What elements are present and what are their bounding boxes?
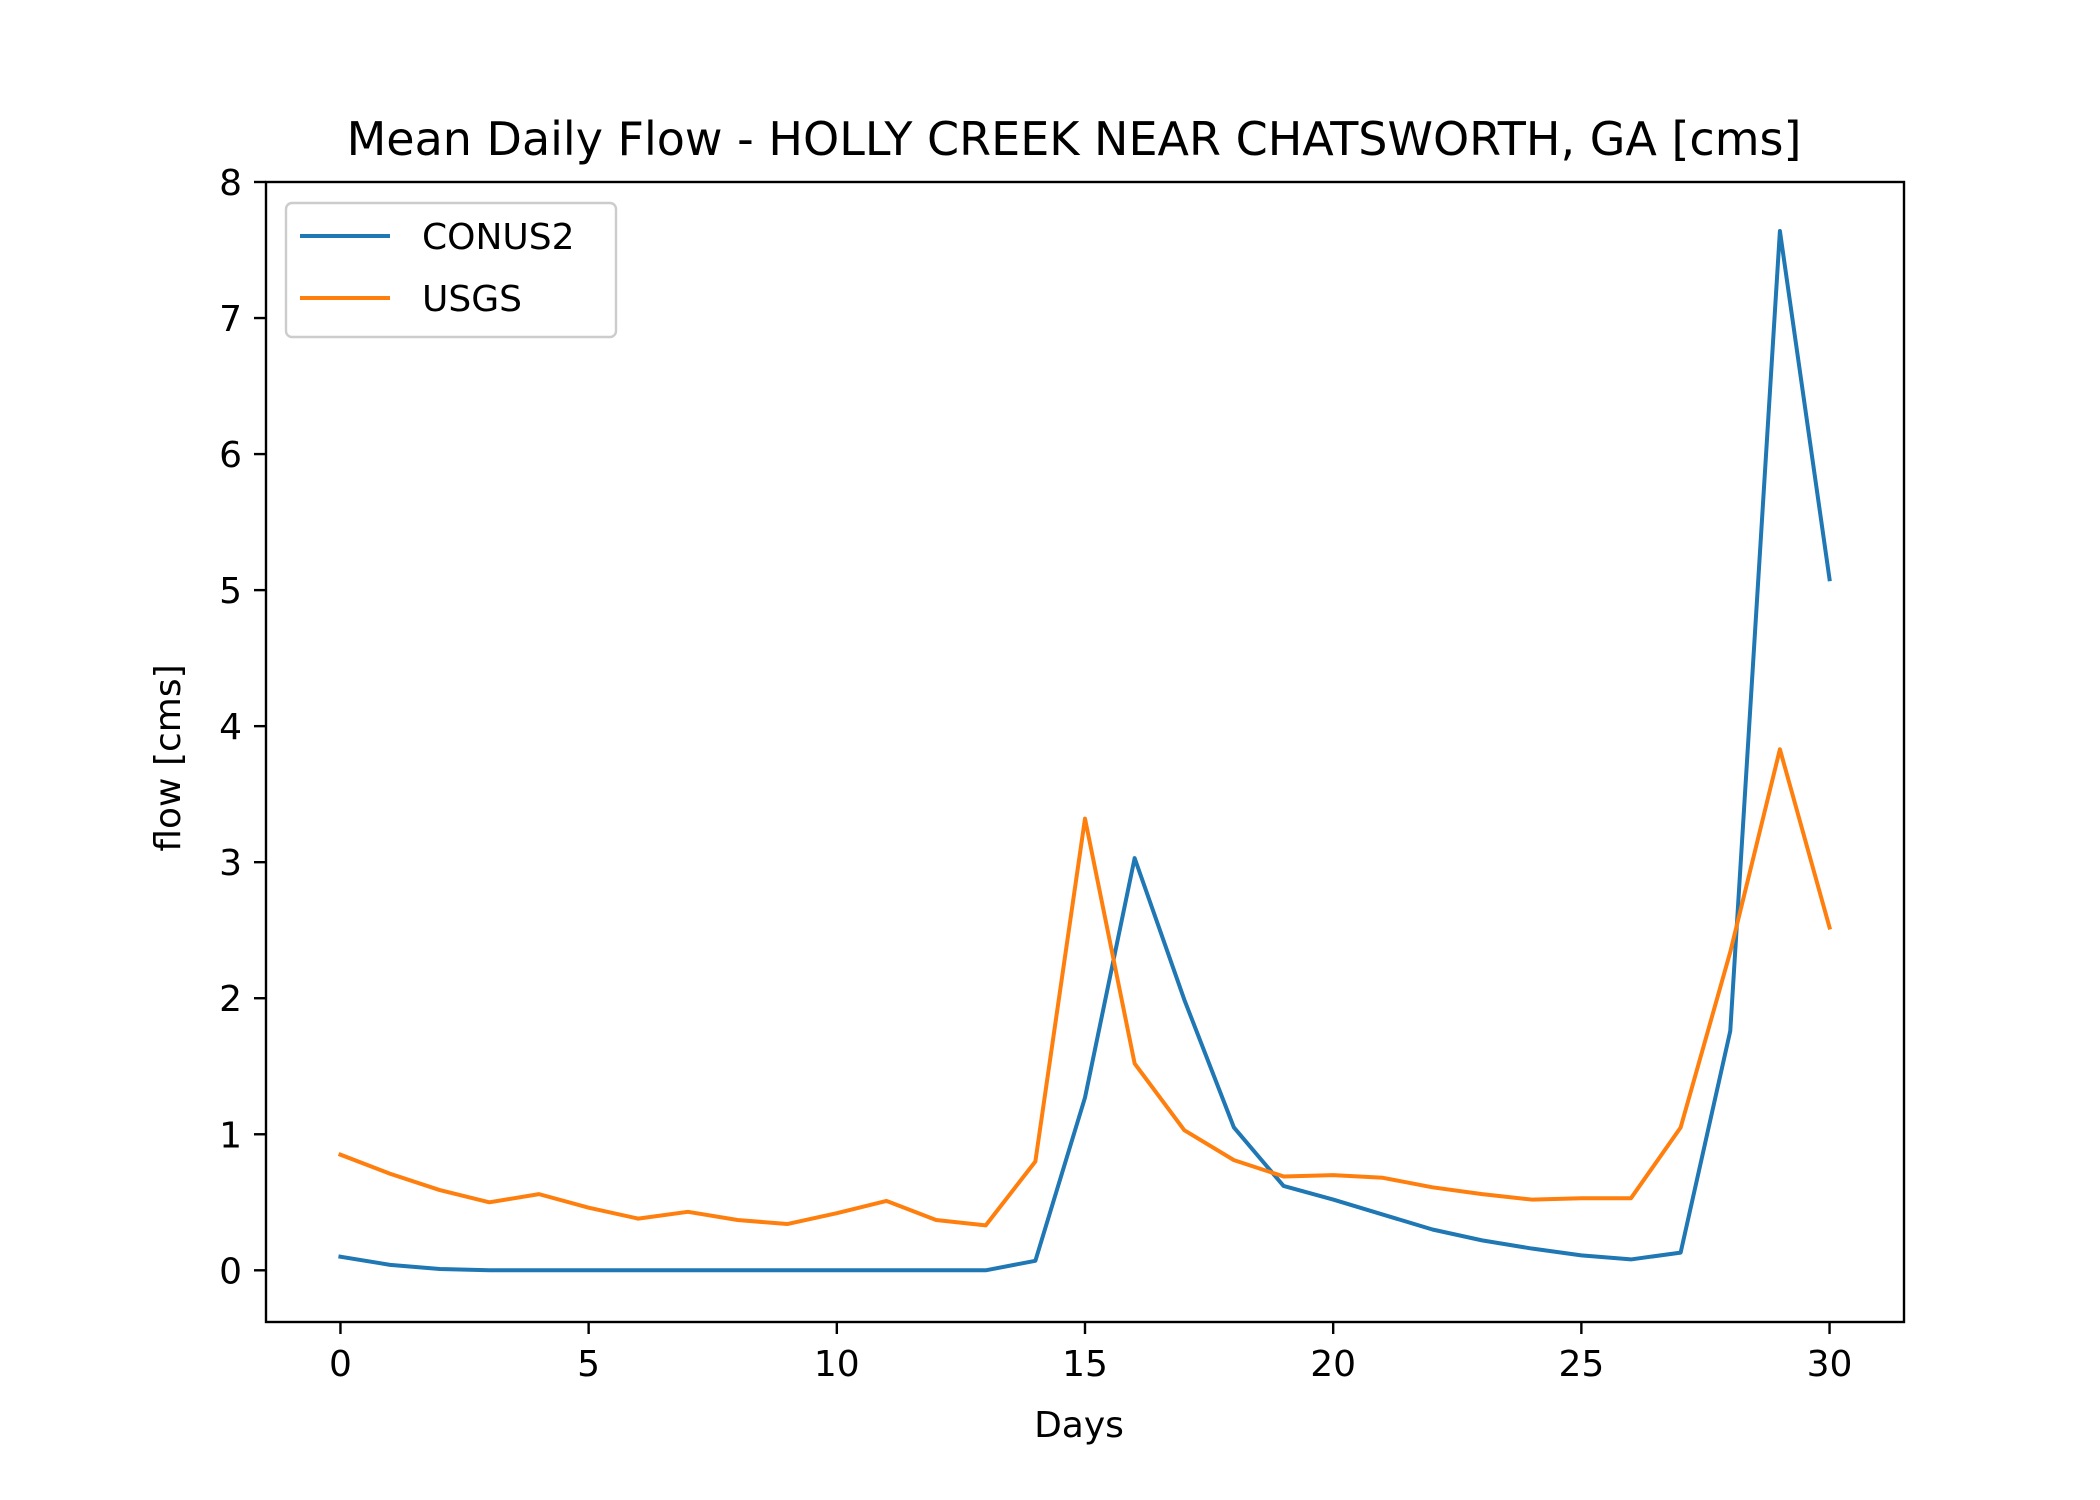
y-tick-label: 7	[219, 299, 242, 340]
legend: CONUS2 USGS	[284, 201, 618, 339]
y-axis-label: flow [cms]	[148, 664, 189, 851]
y-tick-label: 6	[219, 435, 242, 476]
x-tick-label: 20	[1310, 1344, 1356, 1385]
y-tick-label: 1	[219, 1115, 242, 1156]
series-line-usgs	[337, 747, 1833, 1228]
x-tick-label: 30	[1807, 1344, 1853, 1385]
chart-title: Mean Daily Flow - HOLLY CREEK NEAR CHATS…	[347, 112, 1802, 166]
x-tick-label: 5	[577, 1344, 600, 1385]
axes: 0 5 10 15 20 25 30 0 1 2 3 4 5 6 7 8	[219, 163, 1906, 1385]
y-tick-label: 2	[219, 979, 242, 1020]
y-tick-label: 5	[219, 571, 242, 612]
x-tick-label: 0	[329, 1344, 352, 1385]
x-axis-label: Days	[1034, 1405, 1124, 1446]
plot-area	[337, 228, 1833, 1273]
y-tick-label: 3	[219, 843, 242, 884]
y-tick-label: 0	[219, 1251, 242, 1292]
y-tick-label: 4	[219, 707, 242, 748]
x-tick-label: 15	[1062, 1344, 1108, 1385]
series-line-conus2	[338, 228, 1832, 1273]
x-tick-label: 25	[1558, 1344, 1604, 1385]
legend-label-conus2: CONUS2	[422, 217, 575, 258]
x-tick-label: 10	[814, 1344, 860, 1385]
y-tick-label: 8	[219, 163, 242, 204]
legend-label-usgs: USGS	[422, 279, 522, 320]
